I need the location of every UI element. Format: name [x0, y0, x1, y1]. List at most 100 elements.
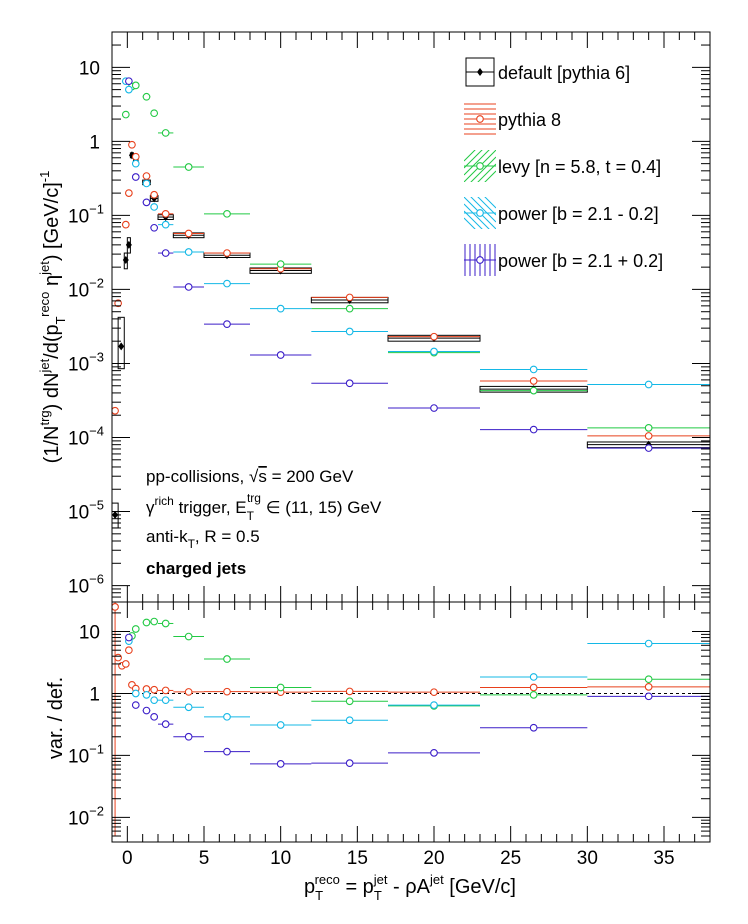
data-point — [476, 209, 484, 217]
series-1 — [112, 140, 710, 440]
data-point — [223, 687, 231, 696]
legend-label: levy [n = 5.8, t = 0.4] — [498, 157, 661, 177]
data-point — [150, 685, 159, 694]
main-panel: 10−6 10−5 10−4 10−3 10−2 10−1 1 10 (1/Ntrg) dNj… — [37, 31, 711, 603]
legend-label: power [b = 2.1 - 0.2] — [498, 204, 659, 224]
data-point — [276, 721, 285, 729]
data-point — [142, 691, 151, 699]
data-point — [150, 109, 159, 118]
main-x-ticks — [111, 32, 711, 602]
series-3 — [121, 77, 710, 389]
data-point — [142, 706, 151, 715]
data-point — [430, 688, 438, 697]
legend-symbol-hatch — [464, 150, 496, 182]
data-point — [276, 260, 285, 268]
data-point — [125, 646, 133, 655]
data-point — [122, 255, 129, 264]
data-point — [184, 163, 193, 171]
data-point — [184, 688, 193, 696]
data-point — [184, 283, 193, 291]
data-point — [114, 653, 122, 662]
data-point — [161, 209, 170, 218]
data-point — [644, 639, 653, 648]
annotation-collision-system: pp-collisions, √s = 200 GeV — [146, 467, 354, 486]
data-point — [476, 162, 484, 170]
data-point — [125, 240, 132, 249]
data-point — [161, 696, 170, 705]
ratio-series-3 — [125, 633, 710, 768]
data-point — [131, 159, 140, 168]
legend-entry: pythia 8 — [464, 103, 561, 135]
data-point — [128, 140, 136, 149]
data-point — [529, 365, 538, 374]
data-point — [529, 377, 538, 385]
y-tick-label: 10−1 — [68, 201, 104, 227]
data-point — [150, 696, 159, 705]
data-point — [430, 347, 438, 356]
x-tick-label: 35 — [653, 848, 674, 869]
data-point — [476, 115, 484, 123]
legend-label: pythia 8 — [498, 110, 561, 130]
y-tick-label: 10−1 — [68, 741, 104, 767]
series-4 — [125, 77, 710, 452]
ratio-plot-content — [112, 602, 710, 836]
ratio-x-ticks: 0 5 10 15 20 25 30 35 — [111, 602, 711, 869]
data-point — [529, 691, 538, 699]
x-tick-label: 15 — [347, 848, 368, 869]
data-point — [112, 406, 119, 415]
x-tick-label: 20 — [423, 848, 444, 869]
data-point — [223, 249, 231, 257]
data-point — [476, 256, 484, 264]
data-point — [125, 77, 133, 86]
data-point — [529, 683, 538, 692]
data-point — [529, 673, 538, 681]
data-point — [184, 229, 193, 238]
x-tick-label: 5 — [199, 848, 210, 869]
data-point — [184, 248, 193, 256]
legend-label: power [b = 2.1 + 0.2] — [498, 251, 663, 271]
main-y-ticks: 10−6 10−5 10−4 10−3 10−2 10−1 1 10 — [68, 31, 710, 603]
data-point — [644, 424, 653, 432]
y-tick-label: 10−5 — [68, 498, 104, 524]
data-point — [131, 701, 140, 709]
data-point — [223, 320, 231, 328]
legend-entry: default [pythia 6] — [465, 57, 630, 87]
data-point — [121, 220, 130, 229]
x-tick-label: 30 — [577, 848, 598, 869]
legend-label: default [pythia 6] — [498, 63, 630, 83]
data-point — [345, 293, 354, 302]
x-tick-label: 25 — [500, 848, 521, 869]
data-point — [345, 379, 354, 388]
ratio-y-axis-title: var. / def. — [45, 677, 67, 759]
x-tick-label: 0 — [122, 848, 133, 869]
data-point — [430, 404, 438, 412]
data-point — [223, 747, 231, 756]
data-point — [223, 279, 231, 288]
data-point — [529, 425, 538, 434]
data-point — [529, 386, 538, 395]
data-point — [118, 342, 125, 351]
y-tick-label: 10 — [79, 58, 100, 79]
ratio-series-1 — [128, 617, 710, 710]
legend-symbol-hatch — [464, 197, 496, 229]
legend: default [pythia 6] pythia 8 levy [n = 5.8,… — [464, 57, 663, 276]
data-point — [345, 697, 354, 706]
data-point — [276, 351, 285, 359]
data-point — [131, 689, 140, 698]
data-point — [223, 655, 231, 663]
ratio-plot-frame — [111, 601, 711, 843]
data-point — [223, 209, 231, 218]
data-point — [131, 81, 140, 90]
x-axis-title: pTreco = pTjet - ρAjet [GeV/c] — [304, 872, 516, 903]
legend-entry: power [b = 2.1 - 0.2] — [464, 197, 659, 229]
data-point — [644, 432, 653, 440]
data-point — [184, 732, 193, 741]
data-point — [345, 327, 354, 336]
y-tick-label: 1 — [89, 132, 100, 153]
data-point — [477, 68, 483, 76]
data-point — [131, 625, 140, 633]
data-point — [150, 712, 159, 721]
data-point — [114, 299, 122, 308]
data-point — [131, 173, 140, 181]
